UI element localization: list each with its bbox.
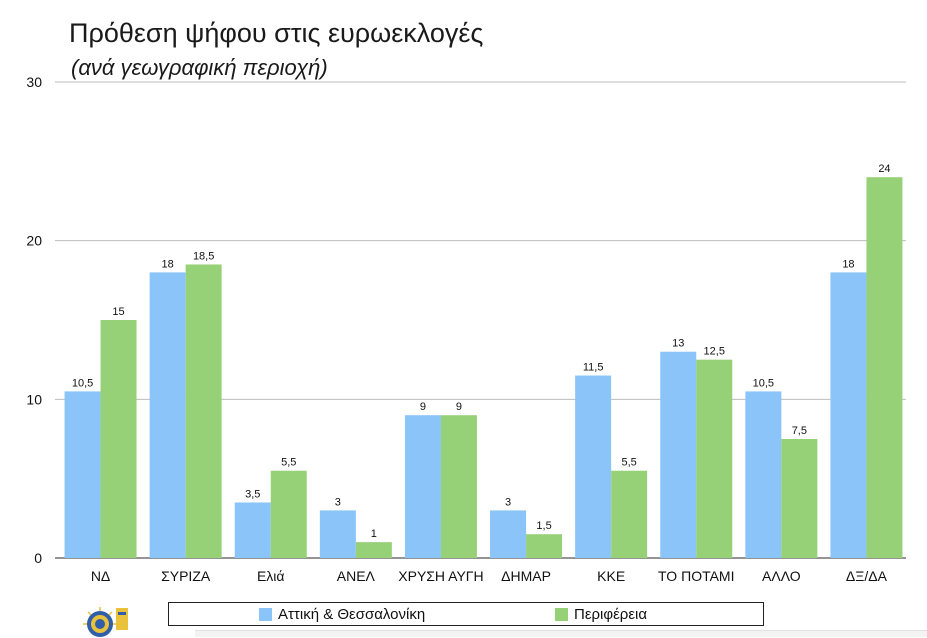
bar-series-1	[319, 510, 356, 558]
data-label: 5,5	[281, 457, 296, 469]
x-tick-label: ΤΟ ΠΟΤΑΜΙ	[658, 568, 734, 584]
data-label: 18,5	[193, 250, 214, 262]
bar-series-1	[660, 351, 697, 558]
data-label: 15	[112, 306, 124, 318]
data-label: 7,5	[792, 425, 807, 437]
data-label: 3	[505, 496, 511, 508]
data-label: 3,5	[245, 488, 260, 500]
legend: Αττική & Θεσσαλονίκη Περιφέρεια	[168, 602, 764, 626]
bar-series-1	[404, 415, 441, 558]
data-label: 12,5	[704, 346, 725, 358]
data-label: 9	[420, 401, 426, 413]
x-tick-label: ΔΞ/ΔΑ	[846, 568, 888, 584]
legend-swatch-series-1	[259, 608, 272, 621]
data-label: 10,5	[753, 377, 774, 389]
bar-series-1	[830, 272, 867, 558]
data-label: 5,5	[622, 457, 637, 469]
data-label: 18	[842, 258, 854, 270]
x-tick-label: Ελιά	[257, 568, 285, 584]
y-tick-label: 20	[26, 233, 42, 249]
bar-series-1	[64, 391, 101, 558]
bar-series-2	[696, 359, 733, 558]
bar-series-1	[575, 375, 612, 558]
data-label: 18	[162, 258, 174, 270]
bar-series-1	[490, 510, 527, 558]
data-label: 24	[878, 163, 890, 175]
legend-label-series-1: Αττική & Θεσσαλονίκη	[278, 606, 426, 623]
bar-series-2	[185, 264, 222, 558]
legend-item-series-1: Αττική & Θεσσαλονίκη	[259, 606, 425, 623]
data-label: 11,5	[583, 362, 604, 374]
bar-series-2	[611, 470, 648, 558]
organization-logo	[83, 607, 128, 637]
bar-series-2	[100, 320, 137, 558]
bar-series-2	[866, 177, 903, 558]
x-tick-label: ΝΔ	[91, 568, 110, 584]
bar-series-1	[149, 272, 186, 558]
y-tick-label: 30	[26, 74, 42, 90]
chart-title: Πρόθεση ψήφου στις ευρωεκλογές	[69, 18, 484, 48]
x-tick-label: ΚΚΕ	[597, 568, 625, 584]
bar-chart: 0 10 20 30 10,5 15 ΝΔ 18 18,5 ΣΥΡΙΖΑ 3,5 5,5 Ελιά 3 1 Α…	[26, 74, 906, 584]
bar-series-2	[355, 542, 392, 558]
legend-swatch-series-2	[555, 608, 568, 621]
x-tick-label: ΑΛΛΟ	[762, 568, 801, 584]
bar-series-2	[270, 470, 307, 558]
data-label: 9	[456, 401, 462, 413]
bar-series-2	[440, 415, 477, 558]
y-tick-label: 10	[26, 391, 42, 407]
data-label: 3	[335, 496, 341, 508]
chart-subtitle: (ανά γεωγραφική περιοχή)	[71, 55, 328, 80]
footer-strip	[195, 630, 927, 637]
bar-series-2	[526, 534, 563, 558]
x-tick-label: ΔΗΜΑΡ	[501, 568, 551, 584]
bar-series-1	[234, 502, 271, 558]
y-tick-label: 0	[34, 550, 42, 566]
bar-series-2	[781, 439, 818, 558]
x-tick-label: ΑΝΕΛ	[337, 568, 376, 584]
data-label: 13	[672, 338, 684, 350]
legend-item-series-2: Περιφέρεια	[555, 606, 647, 623]
bar-series-1	[745, 391, 782, 558]
x-tick-label: ΧΡΥΣΗ ΑΥΓΗ	[398, 568, 483, 584]
data-label: 1,5	[536, 520, 551, 532]
data-label: 1	[371, 528, 377, 540]
legend-label-series-2: Περιφέρεια	[574, 606, 648, 623]
x-tick-label: ΣΥΡΙΖΑ	[161, 568, 211, 584]
data-label: 10,5	[72, 377, 93, 389]
